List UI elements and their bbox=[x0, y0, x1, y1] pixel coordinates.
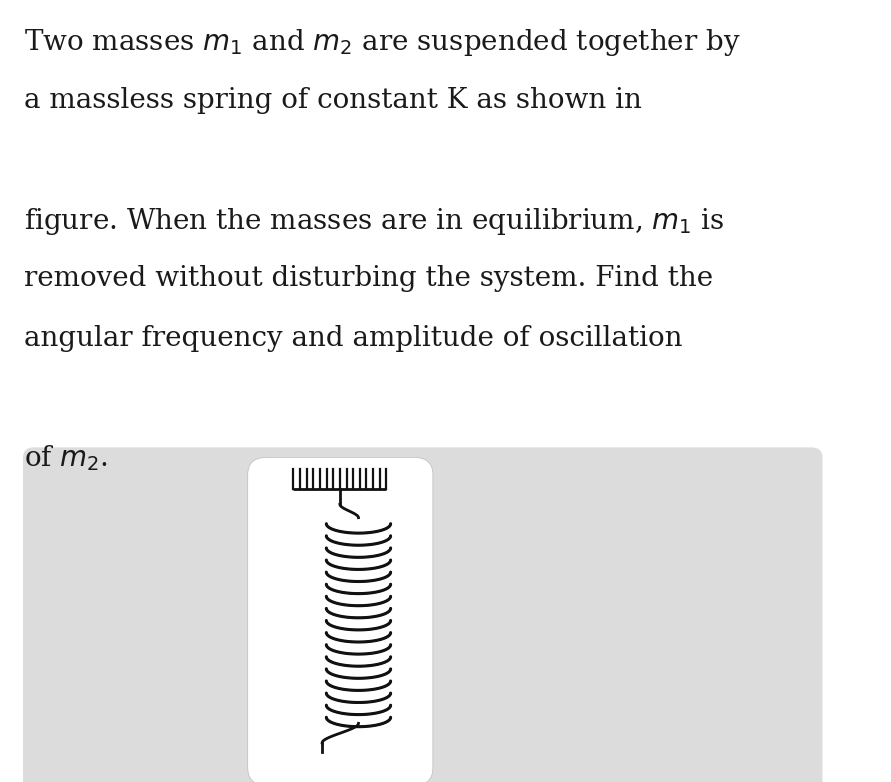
Text: Two masses $\mathit{m}_1$ and $\mathit{m}_2$ are suspended together by: Two masses $\mathit{m}_1$ and $\mathit{m… bbox=[24, 27, 740, 59]
Text: of $\mathit{m}_2$.: of $\mathit{m}_2$. bbox=[24, 443, 108, 473]
Text: a massless spring of constant K as shown in: a massless spring of constant K as shown… bbox=[24, 87, 642, 114]
FancyBboxPatch shape bbox=[248, 457, 433, 782]
Text: removed without disturbing the system. Find the: removed without disturbing the system. F… bbox=[24, 265, 713, 292]
FancyBboxPatch shape bbox=[24, 448, 822, 782]
Text: figure. When the masses are in equilibrium, $\mathit{m}_1$ is: figure. When the masses are in equilibri… bbox=[24, 206, 724, 237]
Text: angular frequency and amplitude of oscillation: angular frequency and amplitude of oscil… bbox=[24, 325, 683, 352]
